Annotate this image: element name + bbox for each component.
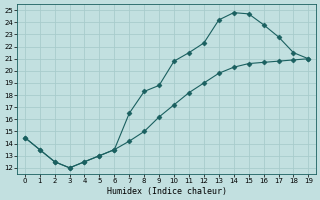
X-axis label: Humidex (Indice chaleur): Humidex (Indice chaleur) [107, 187, 227, 196]
